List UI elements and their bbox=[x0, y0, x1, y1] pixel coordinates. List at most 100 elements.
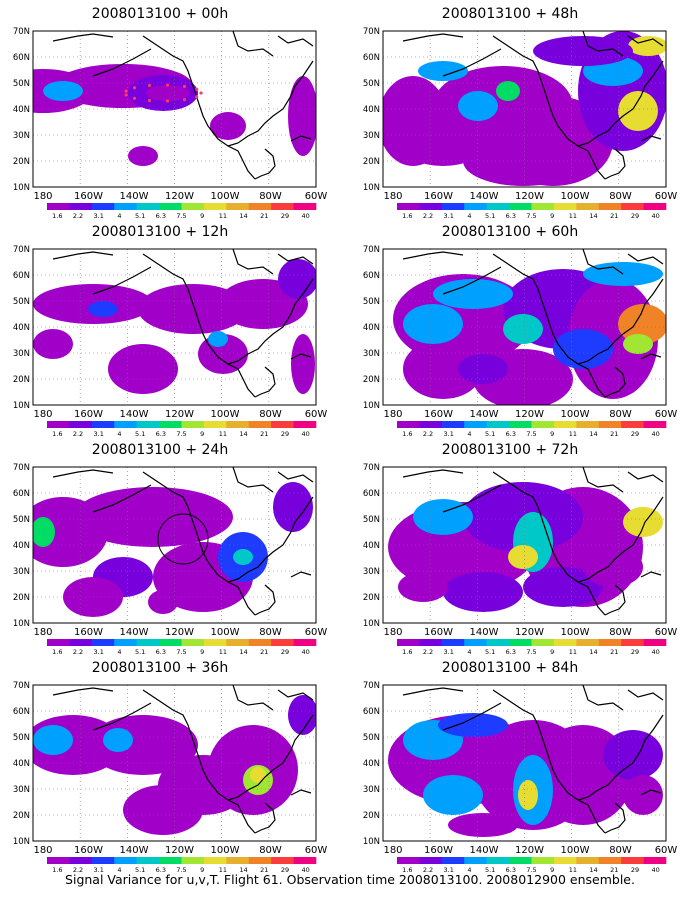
lat-label: 30N bbox=[13, 785, 30, 795]
variance-contour bbox=[43, 81, 83, 101]
colorbar-label: 40 bbox=[302, 648, 310, 654]
variance-contour bbox=[533, 36, 633, 66]
colorbar-swatch bbox=[576, 421, 600, 428]
lat-label: 20N bbox=[13, 593, 30, 603]
lat-label: 50N bbox=[363, 79, 380, 89]
variance-contour bbox=[496, 81, 520, 101]
colorbar-label: 14 bbox=[239, 212, 247, 218]
colorbar-label: 4 bbox=[467, 866, 471, 872]
variance-contour bbox=[88, 301, 118, 317]
variance-contour bbox=[250, 767, 266, 783]
lon-label: 100W bbox=[561, 627, 590, 638]
colorbar-swatch bbox=[441, 857, 465, 864]
lon-label: 60W bbox=[655, 409, 678, 420]
colorbar-label: 5.1 bbox=[485, 212, 495, 218]
colorbar-swatch bbox=[419, 421, 443, 428]
coastline bbox=[604, 148, 626, 180]
coastline bbox=[442, 484, 502, 513]
coastline bbox=[442, 48, 502, 77]
colorbar-swatch bbox=[441, 421, 465, 428]
colorbar-label: 4 bbox=[117, 430, 121, 436]
lon-label: 140W bbox=[120, 409, 149, 420]
colorbar-swatch bbox=[576, 857, 600, 864]
lon-label: 60W bbox=[655, 627, 678, 638]
lon-label: 100W bbox=[211, 627, 240, 638]
variance-contour bbox=[443, 572, 523, 612]
colorbar-swatch bbox=[419, 639, 443, 646]
lat-label: 20N bbox=[363, 811, 380, 821]
lon-label: 140W bbox=[470, 409, 499, 420]
colorbar-label: 40 bbox=[302, 430, 310, 436]
coastline bbox=[582, 467, 624, 493]
lat-label: 20N bbox=[13, 811, 30, 821]
lat-label: 70N bbox=[13, 27, 30, 37]
colorbar-swatch bbox=[47, 857, 70, 864]
colorbar-label: 3.1 bbox=[94, 430, 104, 436]
lat-label: 30N bbox=[363, 785, 380, 795]
colorbar-swatch bbox=[553, 857, 577, 864]
colorbar-label: 4 bbox=[117, 212, 121, 218]
lat-label: 60N bbox=[363, 271, 380, 281]
coastline bbox=[627, 253, 664, 265]
lat-label: 20N bbox=[363, 157, 380, 167]
lon-label: 120W bbox=[515, 627, 544, 638]
colorbar-swatch bbox=[464, 857, 487, 864]
colorbar-label: 11 bbox=[219, 648, 227, 654]
colorbar-swatch bbox=[643, 421, 667, 428]
colorbar-label: 21 bbox=[610, 648, 618, 654]
colorbar-label: 29 bbox=[281, 212, 289, 218]
colorbar-label: 4 bbox=[117, 866, 121, 872]
coastline bbox=[227, 714, 314, 801]
lon-label: 180 bbox=[33, 191, 52, 202]
lon-label: 60W bbox=[305, 191, 328, 202]
flight-track-point bbox=[124, 93, 128, 97]
colorbar-swatch bbox=[509, 203, 532, 210]
colorbar-swatch bbox=[621, 203, 644, 210]
colorbar-swatch bbox=[91, 421, 115, 428]
map-panel: 70N 60N 50N 40N 30N 20N 10N 180 160W 140W 120W 100W… bbox=[0, 654, 350, 872]
variance-contour bbox=[618, 304, 666, 344]
coastline bbox=[254, 584, 276, 616]
colorbar-label: 6.3 bbox=[506, 648, 516, 654]
lon-label: 100W bbox=[211, 845, 240, 856]
coastline bbox=[627, 689, 664, 701]
lon-label: 160W bbox=[424, 627, 453, 638]
colorbar-label: 1.6 bbox=[402, 648, 412, 654]
colorbar-swatch bbox=[531, 203, 555, 210]
colorbar-swatch bbox=[271, 857, 294, 864]
colorbar-swatch bbox=[576, 639, 600, 646]
colorbar-label: 3.1 bbox=[94, 866, 104, 872]
coastline bbox=[52, 251, 114, 260]
coastline bbox=[290, 571, 312, 578]
coastline bbox=[92, 48, 152, 77]
coastline bbox=[402, 251, 464, 260]
lon-label: 80W bbox=[259, 191, 282, 202]
colorbar-swatch bbox=[226, 421, 250, 428]
lon-label: 140W bbox=[120, 627, 149, 638]
lon-label: 120W bbox=[165, 191, 194, 202]
map-frame bbox=[382, 466, 667, 624]
lat-label: 60N bbox=[13, 707, 30, 717]
lat-label: 70N bbox=[363, 245, 380, 255]
variance-contour bbox=[618, 91, 658, 131]
variance-contour bbox=[458, 91, 498, 121]
variance-contour bbox=[553, 329, 613, 369]
lon-label: 140W bbox=[120, 191, 149, 202]
lat-label: 50N bbox=[13, 297, 30, 307]
lat-label: 40N bbox=[363, 105, 380, 115]
colorbar-swatch bbox=[397, 639, 420, 646]
colorbar-label: 5.1 bbox=[135, 212, 145, 218]
lat-label: 50N bbox=[363, 297, 380, 307]
variance-contour bbox=[210, 112, 246, 140]
coastline bbox=[227, 60, 314, 147]
lon-label: 100W bbox=[561, 191, 590, 202]
lat-label: 20N bbox=[13, 157, 30, 167]
colorbar-label: 9 bbox=[200, 430, 204, 436]
map-panel: 70N 60N 50N 40N 30N 20N 10N 180 160W 140W 120W 100W… bbox=[350, 0, 700, 218]
panel-title: 2008013100 + 84h bbox=[441, 660, 579, 676]
lon-label: 120W bbox=[515, 191, 544, 202]
colorbar-label: 2.2 bbox=[73, 648, 83, 654]
lon-label: 140W bbox=[470, 845, 499, 856]
